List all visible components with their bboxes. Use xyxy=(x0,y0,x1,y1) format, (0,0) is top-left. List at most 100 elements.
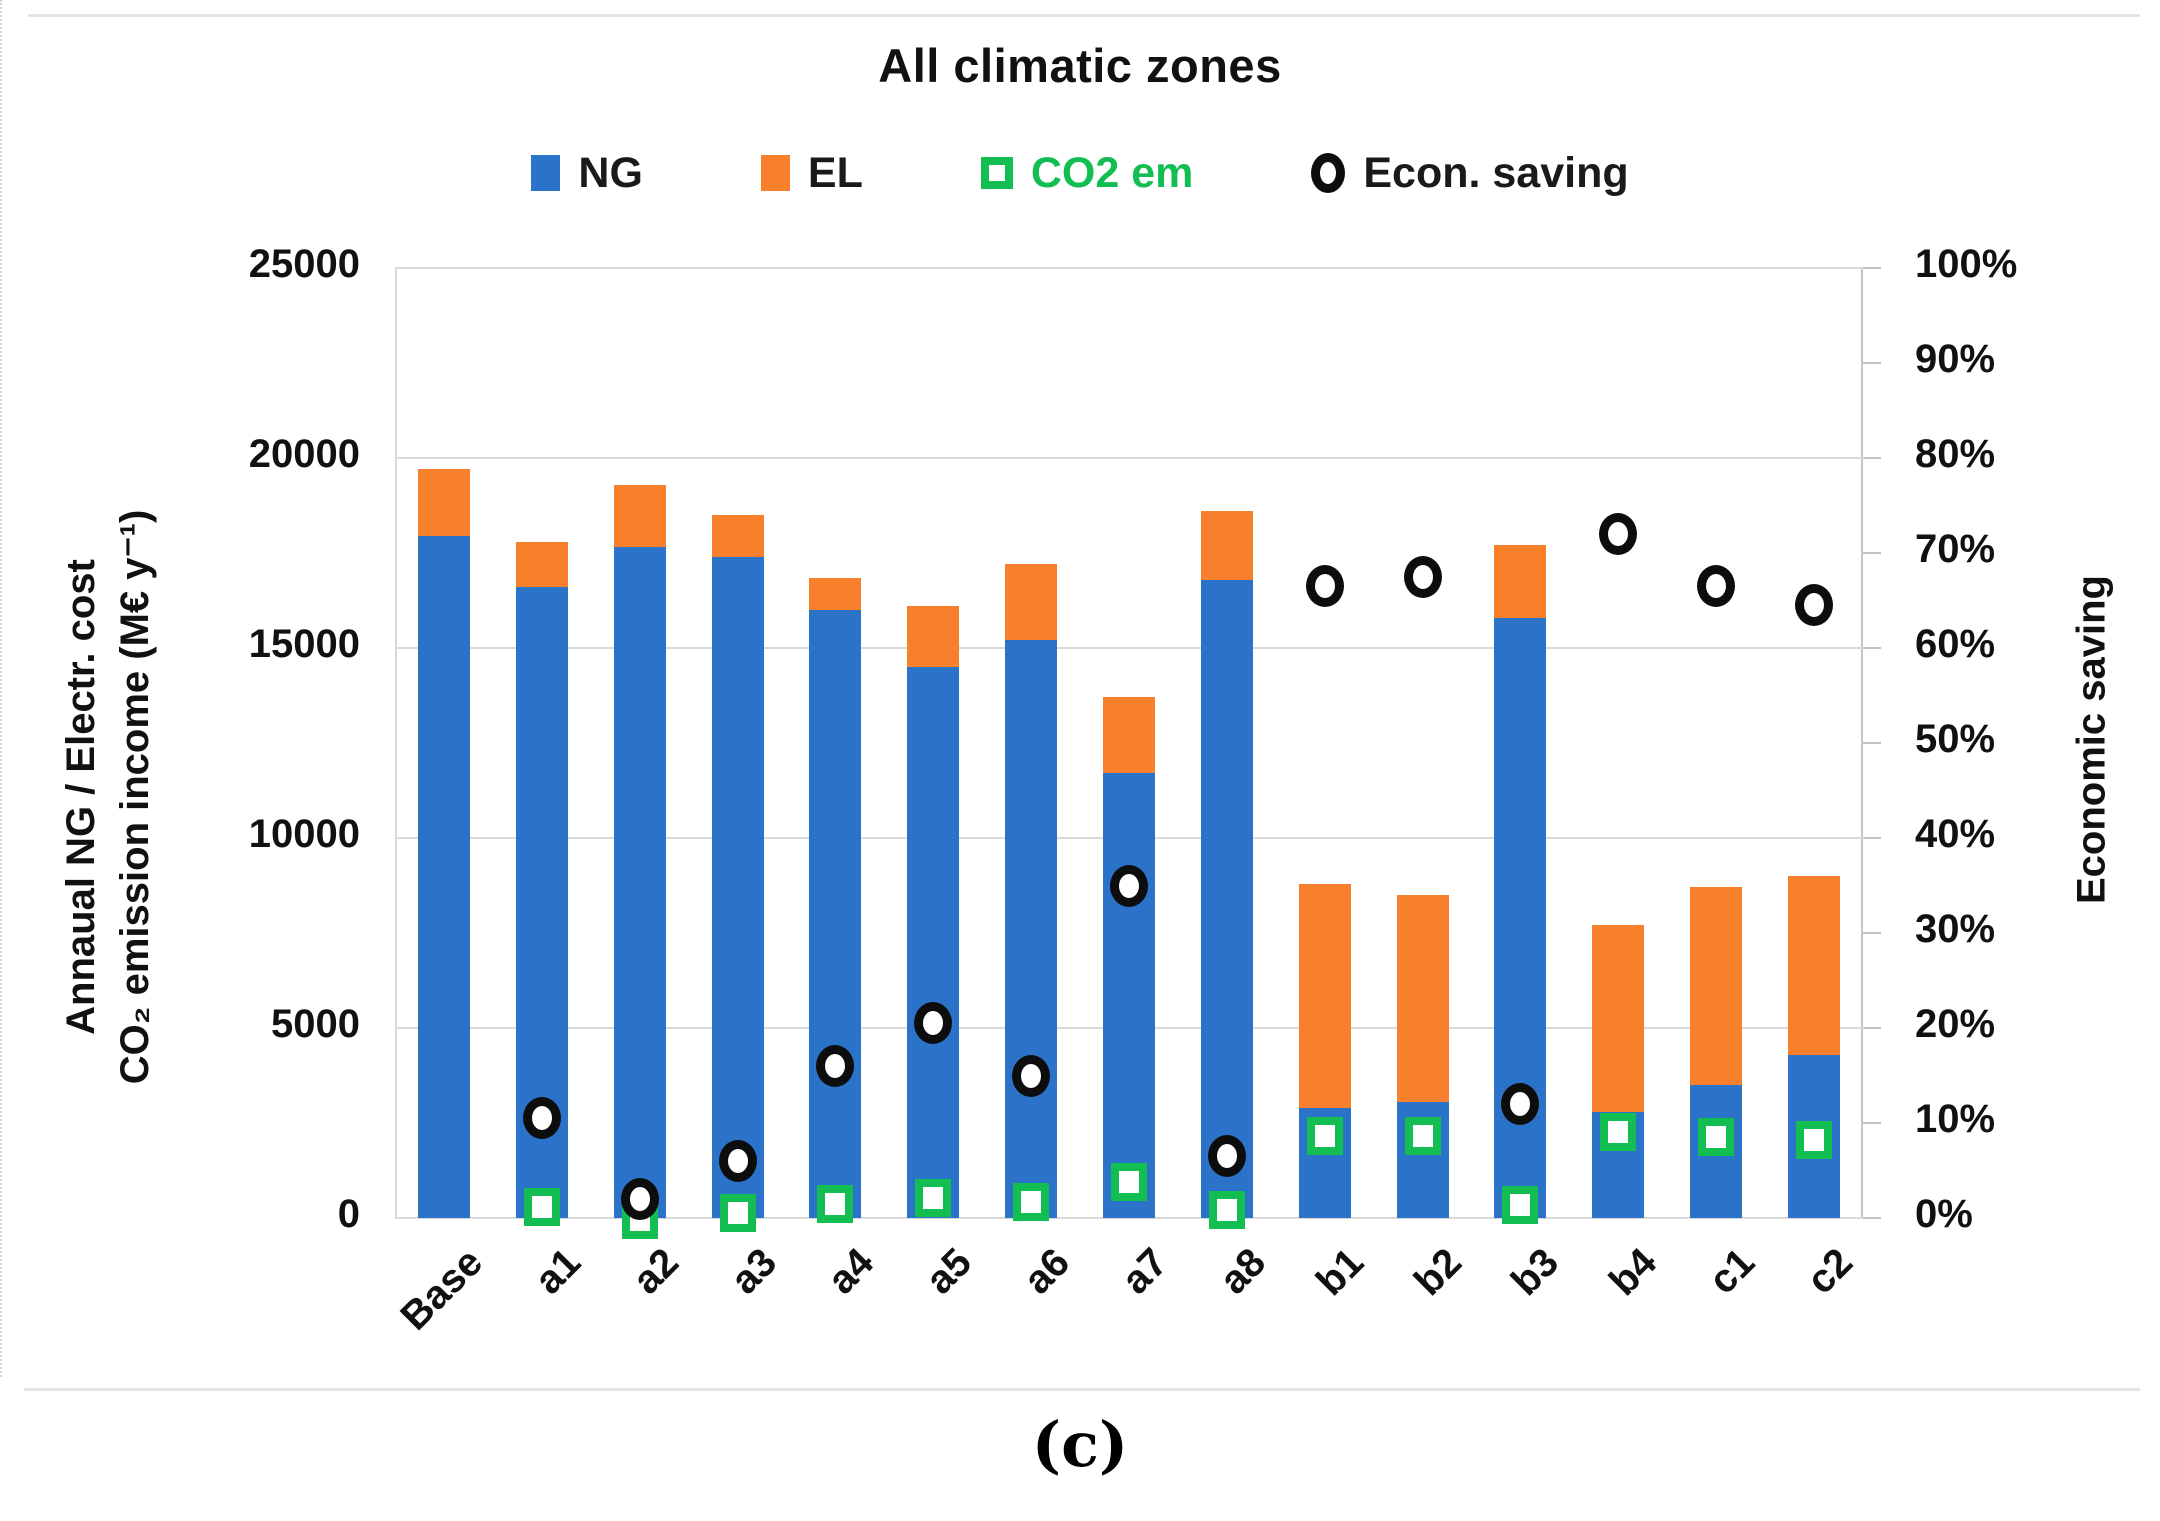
y-left-tick-label: 15000 xyxy=(248,622,360,666)
saving-marker xyxy=(816,1045,855,1087)
legend-item-co2: CO2 em xyxy=(980,148,1194,198)
saving-marker xyxy=(1599,513,1638,555)
saving-open-circle-icon xyxy=(1311,153,1346,193)
bar-segment-el xyxy=(907,606,960,667)
co2-marker xyxy=(1796,1120,1833,1159)
bar-segment-el xyxy=(1005,564,1058,641)
co2-marker xyxy=(1698,1118,1735,1157)
figure-right-border xyxy=(0,0,2,1377)
co2-marker xyxy=(915,1178,952,1217)
saving-marker xyxy=(1403,555,1442,598)
saving-marker xyxy=(914,1002,953,1045)
bar-segment-ng xyxy=(1200,579,1253,1218)
bar-segment-el xyxy=(1200,511,1253,580)
legend-label-el: EL xyxy=(807,148,863,197)
bar-segment-el xyxy=(1592,925,1645,1112)
y-right-tick-label: 90% xyxy=(1915,337,1996,381)
bar-segment-ng xyxy=(613,547,666,1218)
x-tick-label: a5 xyxy=(917,1240,981,1303)
x-tick-label: a2 xyxy=(624,1240,687,1303)
co2-marker xyxy=(719,1194,756,1233)
y-left-tick-label: 10000 xyxy=(248,812,360,856)
bar-segment-ng xyxy=(417,535,470,1218)
saving-marker xyxy=(1501,1083,1540,1125)
bar-segment-el xyxy=(515,541,568,588)
saving-marker xyxy=(1110,864,1148,907)
co2-marker xyxy=(1404,1117,1441,1156)
bar-segment-ng xyxy=(907,667,960,1218)
bar-segment-el xyxy=(1494,545,1547,618)
y-right-tick xyxy=(1863,742,1881,744)
co2-marker xyxy=(817,1184,854,1223)
x-tick-label: a3 xyxy=(722,1240,785,1303)
y-right-tick xyxy=(1863,932,1881,934)
bar-segment-el xyxy=(809,577,862,610)
y-left-tick-label: 20000 xyxy=(248,432,360,476)
co2-marker xyxy=(1306,1117,1343,1156)
co2-marker xyxy=(523,1188,560,1227)
chart-title: All climatic zones xyxy=(878,39,1282,92)
y-left-tick-label: 25000 xyxy=(248,242,360,286)
bar-segment-el xyxy=(1690,887,1743,1085)
x-tick-label: b1 xyxy=(1307,1240,1372,1305)
y-right-tick-label: 0% xyxy=(1915,1192,1973,1236)
y-left-tick-label: 5000 xyxy=(271,1002,360,1046)
legend: NG EL CO2 em Econ. saving xyxy=(0,138,2160,208)
y-right-tick xyxy=(1863,362,1881,364)
y-right-tick-label: 60% xyxy=(1915,622,1996,666)
y-right-tick xyxy=(1863,457,1881,459)
y-right-tick-label: 20% xyxy=(1915,1002,1996,1046)
gridline xyxy=(395,647,1863,649)
saving-marker xyxy=(718,1140,757,1182)
x-tick-label: a6 xyxy=(1015,1240,1079,1303)
gridline xyxy=(395,1217,1863,1219)
legend-label-co2: CO2 em xyxy=(1030,148,1194,197)
co2-marker xyxy=(1111,1162,1147,1201)
y-right-tick xyxy=(1863,647,1881,649)
x-tick-label: Base xyxy=(392,1240,492,1339)
right-axis-line xyxy=(1861,268,1863,1218)
y-right-tick xyxy=(1863,1122,1881,1124)
y-right-tick xyxy=(1863,837,1881,839)
plot-left-edge xyxy=(395,268,397,1218)
y-right-tick-label: 80% xyxy=(1915,432,1996,476)
bar-segment-el xyxy=(1396,895,1449,1103)
y-right-tick-label: 50% xyxy=(1915,717,1996,761)
saving-marker xyxy=(1795,584,1834,627)
y-right-tick-label: 100% xyxy=(1915,242,2018,286)
saving-marker xyxy=(1697,565,1736,608)
ng-swatch-icon xyxy=(531,155,561,191)
plot-area xyxy=(395,267,1881,1240)
bar-segment-ng xyxy=(809,610,862,1218)
co2-marker xyxy=(1502,1186,1539,1225)
y-right-tick-label: 40% xyxy=(1915,812,1996,856)
saving-marker xyxy=(620,1178,659,1220)
legend-item-saving: Econ. saving xyxy=(1311,149,1629,198)
bar-segment-el xyxy=(1298,883,1351,1108)
bar-segment-el xyxy=(613,484,666,548)
figure-top-border xyxy=(28,14,2140,17)
bar-segment-el xyxy=(711,515,764,557)
x-tick-label: a1 xyxy=(526,1240,589,1303)
x-tick-label: b3 xyxy=(1503,1240,1568,1305)
bar-segment-ng xyxy=(1494,617,1547,1218)
x-tick-label: c1 xyxy=(1700,1240,1764,1303)
figure-bottom-border xyxy=(24,1388,2140,1391)
saving-marker xyxy=(1012,1054,1051,1097)
legend-label-ng: NG xyxy=(578,148,643,197)
co2-marker xyxy=(1013,1183,1050,1222)
y-right-tick-label: 10% xyxy=(1915,1097,1996,1141)
saving-marker xyxy=(522,1097,561,1140)
x-tick-label: a8 xyxy=(1211,1240,1274,1303)
bar-segment-el xyxy=(1788,876,1841,1055)
saving-marker xyxy=(1207,1135,1246,1178)
co2-open-square-icon xyxy=(980,157,1013,189)
bar-segment-ng xyxy=(1103,773,1155,1218)
legend-item-ng: NG xyxy=(531,149,643,198)
figure-caption: (c) xyxy=(1031,1408,1129,1481)
bar-segment-ng xyxy=(1005,640,1058,1218)
el-swatch-icon xyxy=(760,155,790,191)
y-right-tick xyxy=(1863,1217,1881,1219)
y-right-tick-label: 30% xyxy=(1915,907,1996,951)
